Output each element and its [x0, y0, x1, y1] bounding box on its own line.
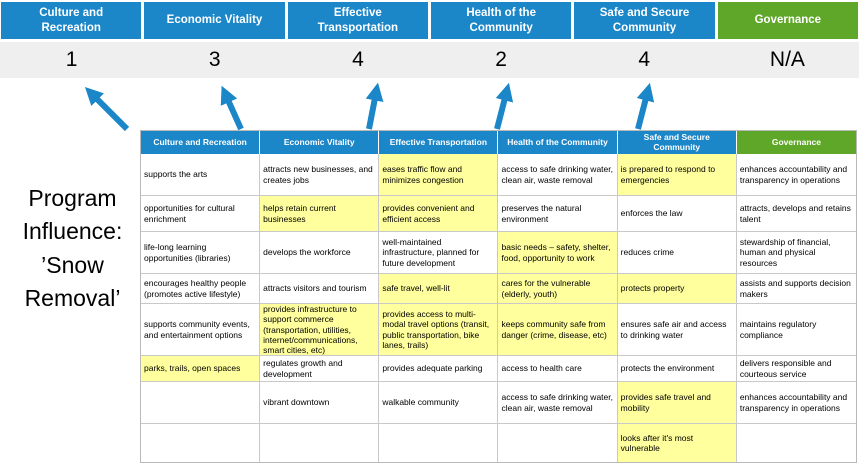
table-cell: provides safe travel and mobility [617, 382, 737, 424]
table-cell: life-long learning opportunities (librar… [141, 232, 261, 274]
score-row: 1 3 4 2 4 N/A [0, 42, 859, 78]
table-cell: regulates growth and development [260, 356, 380, 382]
table-cell: develops the workforce [260, 232, 380, 274]
table-cell: attracts new businesses, and creates job… [260, 154, 380, 196]
table-row: looks after it's most vulnerable [141, 424, 856, 462]
pillar-score-5: N/A [769, 48, 805, 71]
arrow-icon [84, 86, 130, 132]
pillar-header-3: Health of the Community [430, 2, 572, 39]
pillar-score-0: 1 [65, 48, 78, 71]
table-row: parks, trails, open spaces regulates grow… [141, 356, 856, 382]
table-cell: eases traffic flow and minimizes congest… [379, 154, 499, 196]
table-cell: access to safe drinking water, clean air… [498, 382, 618, 424]
table-cell [260, 424, 380, 462]
table-cell: attracts, develops and retains talent [736, 196, 856, 232]
arrow-icon [635, 82, 655, 130]
pillar-header-1: Economic Vitality [144, 2, 285, 39]
table-cell: provides access to multi-modal travel op… [379, 304, 499, 356]
table-cell: keeps community safe from danger (crime,… [498, 304, 618, 356]
pillar-header-2: Effective Transportation [287, 2, 428, 39]
table-cell: walkable community [379, 382, 499, 424]
table-cell: protects property [617, 274, 737, 304]
arrow-icon [220, 85, 244, 131]
table-cell: delivers responsible and courteous servi… [736, 356, 856, 382]
table-cell: reduces crime [617, 232, 737, 274]
table-cell [141, 424, 261, 462]
table-row: opportunities for cultural enrichment hel… [141, 196, 856, 232]
column-header-3: Health of the Community [498, 131, 618, 154]
table-cell: access to safe drinking water, clean air… [498, 154, 618, 196]
table-cell: access to health care [498, 356, 618, 382]
table-cell: provides convenient and efficient access [379, 196, 499, 232]
column-header-5: Governance [736, 131, 856, 154]
column-header-4: Safe and Secure Community [617, 131, 737, 154]
table-cell: protects the environment [617, 356, 737, 382]
pillar-score-1: 3 [208, 48, 221, 71]
table-cell: preserves the natural environment [498, 196, 618, 232]
table-cell: stewardship of financial, human and phys… [736, 232, 856, 274]
table-cell: maintains regulatory compliance [736, 304, 856, 356]
table-cell: basic needs – safety, shelter, food, opp… [498, 232, 618, 274]
table-cell: provides infrastructure to support comme… [260, 304, 380, 356]
arrow-icon [494, 82, 514, 130]
pillar-header-4: Safe and Secure Community [574, 2, 715, 39]
table-cell: assists and supports decision makers [736, 274, 856, 304]
table-row: vibrant downtown walkable community access… [141, 382, 856, 424]
table-cell: safe travel, well-lit [379, 274, 499, 304]
table-cell [498, 424, 618, 462]
table-row: life-long learning opportunities (librar… [141, 232, 856, 274]
column-header-1: Economic Vitality [260, 131, 380, 154]
table-cell: is prepared to respond to emergencies [617, 154, 737, 196]
table-cell: helps retain current businesses [260, 196, 380, 232]
pillar-header-5: Governance [717, 2, 858, 39]
table-cell: enhances accountability and transparency… [736, 154, 856, 196]
table-row: supports the arts attracts new businesses… [141, 154, 856, 196]
table-cell: supports community events, and entertain… [141, 304, 261, 356]
table-cell: looks after it's most vulnerable [617, 424, 737, 462]
pillar-header-row: Culture and Recreation Economic Vitality E… [1, 2, 858, 39]
table-cell: supports the arts [141, 154, 261, 196]
column-header-0: Culture and Recreation [141, 131, 261, 154]
table-row: supports community events, and entertain… [141, 304, 856, 356]
page-title: Program Influence: ’Snow Removal’ [22, 185, 123, 312]
table-cell: vibrant downtown [260, 382, 380, 424]
table-body: supports the arts attracts new businesses… [141, 154, 856, 462]
table-cell: attracts visitors and tourism [260, 274, 380, 304]
table-cell: parks, trails, open spaces [141, 356, 261, 382]
table-row: encourages healthy people (promotes acti… [141, 274, 856, 304]
table-cell [736, 424, 856, 462]
table-cell: provides adequate parking [379, 356, 499, 382]
table-cell [379, 424, 499, 462]
pillar-score-2: 4 [352, 48, 364, 71]
arrow-icon [365, 82, 384, 130]
influence-table: Culture and Recreation Economic Vitality E… [140, 130, 857, 463]
column-header-2: Effective Transportation [379, 131, 499, 154]
table-cell: opportunities for cultural enrichment [141, 196, 261, 232]
pillar-score-4: 4 [638, 48, 651, 71]
pillar-header-0: Culture and Recreation [1, 2, 142, 39]
table-header-row: Culture and Recreation Economic Vitality E… [141, 131, 856, 154]
table-cell [141, 382, 261, 424]
table-cell: cares for the vulnerable (elderly, youth… [498, 274, 618, 304]
table-cell: ensures safe air and access to drinking … [617, 304, 737, 356]
pillar-score-3: 2 [495, 48, 507, 71]
table-cell: enhances accountability and transparency… [736, 382, 856, 424]
table-cell: encourages healthy people (promotes acti… [141, 274, 261, 304]
table-cell: well-maintained infrastructure, planned … [379, 232, 499, 274]
table-cell: enforces the law [617, 196, 737, 232]
